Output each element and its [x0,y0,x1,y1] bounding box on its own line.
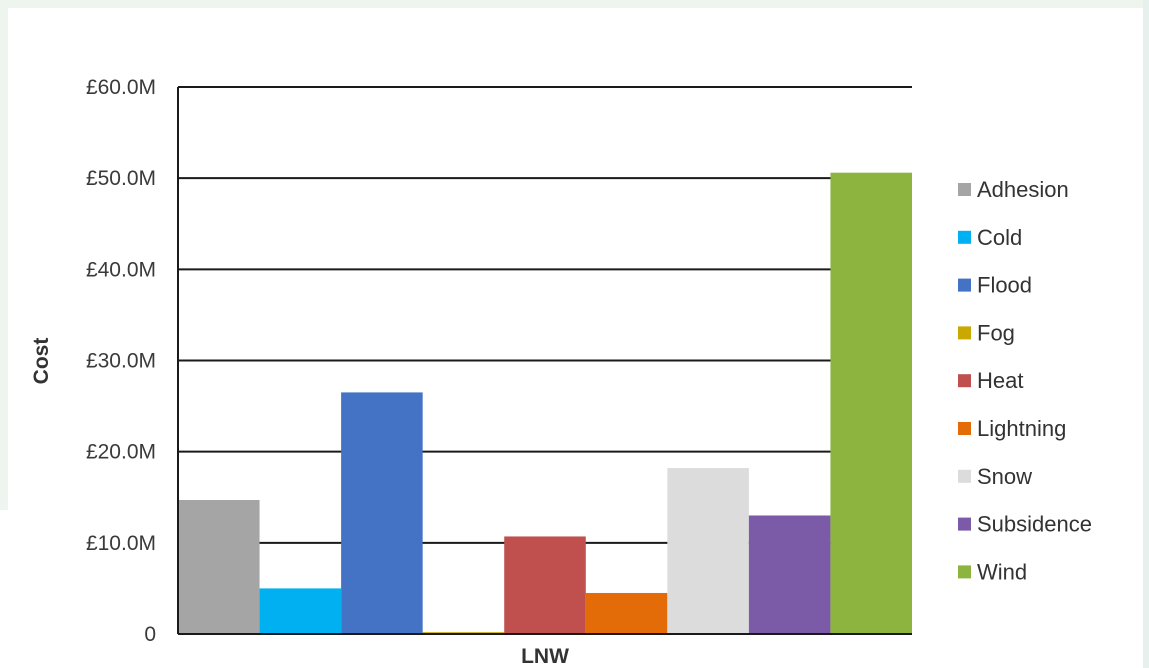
legend-label-cold: Cold [977,225,1022,250]
y-tick-label: £40.0M [86,258,156,281]
gridlines [178,86,912,544]
x-axis-title: LNW [521,645,569,668]
legend-label-wind: Wind [977,559,1027,584]
bar-adhesion [178,499,260,634]
bar-snow [667,468,749,634]
legend-label-heat: Heat [977,368,1023,393]
legend-label-subsidence: Subsidence [977,512,1092,537]
y-tick-label: £20.0M [86,441,156,464]
legend-label-flood: Flood [977,273,1032,298]
background-band-right [1143,0,1149,668]
y-tick-label: £10.0M [86,532,156,555]
legend-swatch-cold [958,230,971,244]
background-band-top [0,0,1149,8]
legend-label-fog: Fog [977,320,1015,345]
bar-flood [341,392,423,634]
axes [177,87,912,635]
legend-label-lightning: Lightning [977,416,1066,441]
legend-swatch-snow [958,469,971,483]
bars [178,172,912,635]
bar-wind [830,172,912,635]
legend-swatch-adhesion [958,183,971,196]
background-band-left [0,0,8,510]
bar-heat [504,536,586,634]
legend-swatch-lightning [958,422,971,435]
legend-swatch-fog [958,326,971,340]
bar-cold [259,588,342,634]
bar-lightning [585,592,668,634]
y-tick-label: £60.0M [86,76,156,99]
y-axis-title: Cost [30,338,53,385]
legend-swatch-heat [958,374,971,388]
legend-label-adhesion: Adhesion [977,177,1069,202]
y-tick-label: £50.0M [86,167,156,190]
legend-swatch-subsidence [958,517,971,531]
legend: Adhesion Cold Flood Fog Heat Lightning Snow Sub… [958,177,1092,584]
y-tick-labels: 0 £10.0M £20.0M £30.0M £40.0M £50.0M £60.0M [86,76,156,646]
legend-swatch-flood [958,278,971,292]
bar-subsidence [748,515,831,634]
y-tick-label: £30.0M [86,350,156,373]
y-tick-label: 0 [144,623,156,646]
legend-label-snow: Snow [977,464,1032,489]
legend-swatch-wind [958,565,971,579]
